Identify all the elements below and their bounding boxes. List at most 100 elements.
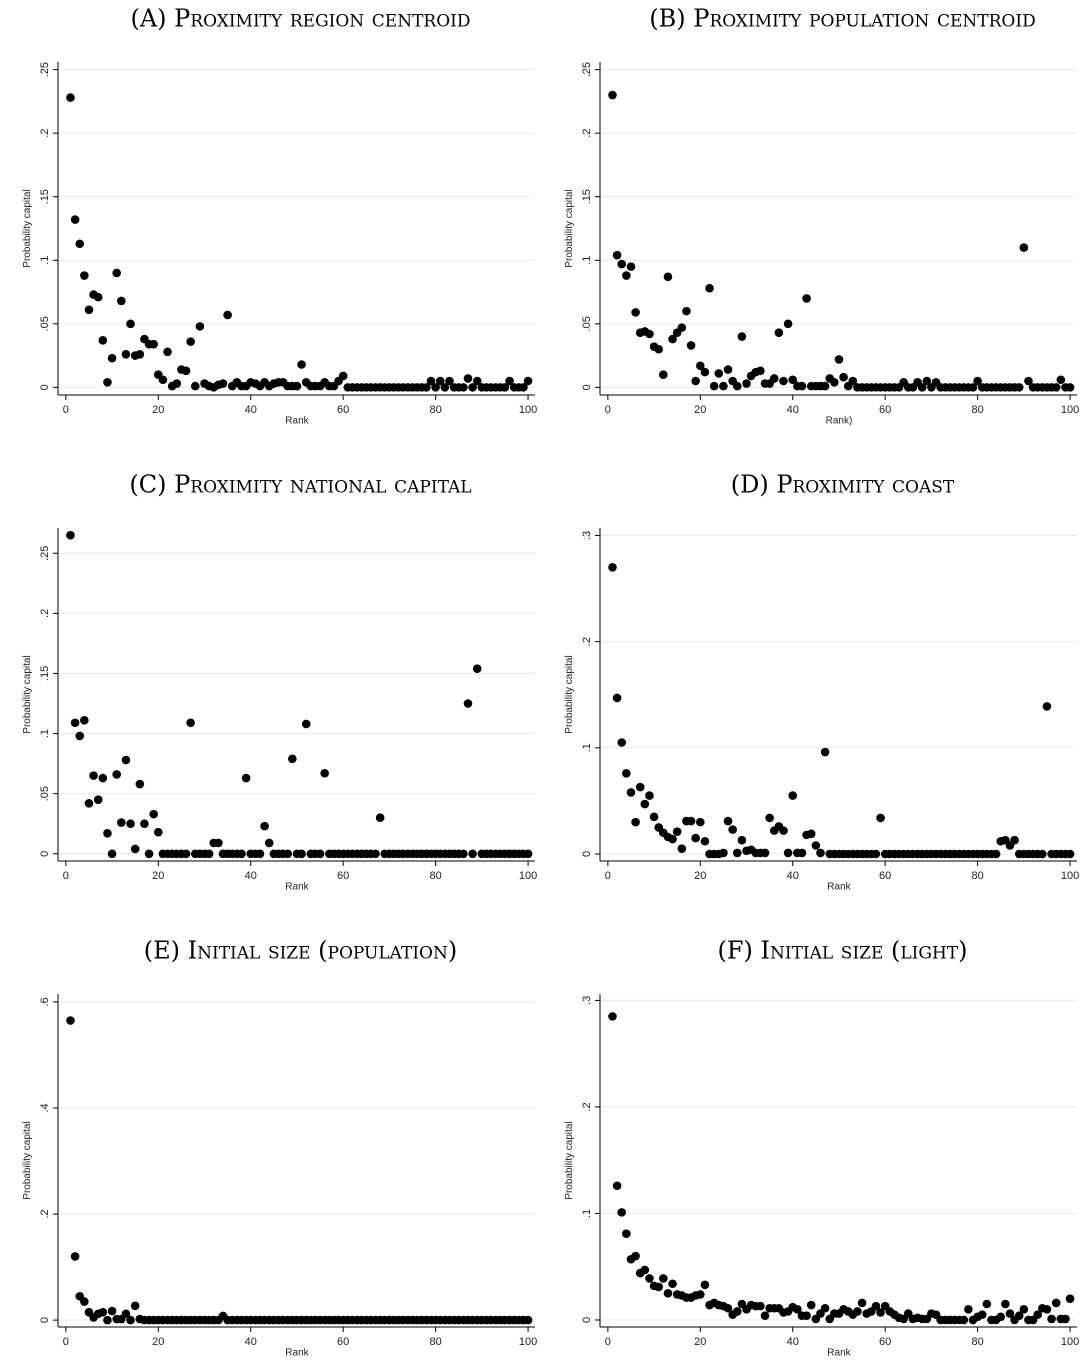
x-tick-label: 100	[1061, 1336, 1079, 1348]
point	[371, 849, 380, 859]
point	[519, 383, 528, 392]
point	[820, 381, 830, 391]
point	[876, 813, 885, 823]
x-tick-label: 100	[519, 404, 537, 416]
point	[728, 825, 737, 834]
point	[677, 323, 687, 332]
y-axis-label: Probability capital	[564, 655, 575, 733]
point	[1065, 383, 1075, 392]
point	[788, 375, 798, 385]
y-tick-label: .25	[581, 62, 593, 77]
point	[640, 1265, 650, 1275]
point	[107, 1306, 117, 1316]
point	[723, 816, 733, 826]
y-tick-label: .1	[581, 256, 593, 265]
x-tick-label: 100	[519, 870, 537, 882]
point	[107, 849, 117, 859]
point	[876, 1308, 885, 1317]
point	[181, 849, 191, 859]
point	[98, 336, 108, 345]
point	[732, 381, 742, 391]
y-axis-label: Probability capital	[564, 1121, 575, 1199]
panel-title: (D) Proximity coast	[731, 471, 955, 499]
point	[426, 376, 436, 386]
x-axis-label: Rank	[285, 416, 309, 427]
x-tick-label: 60	[337, 1336, 349, 1348]
point	[158, 375, 168, 385]
point	[103, 829, 112, 838]
point	[140, 819, 149, 829]
point	[732, 1307, 742, 1316]
x-tick-label: 20	[694, 870, 706, 882]
point	[237, 849, 246, 859]
point	[472, 664, 482, 673]
point	[1005, 1309, 1015, 1318]
x-axis-label: Rank	[827, 1348, 851, 1359]
point	[640, 799, 650, 809]
panel-title: (F) Initial size (light)	[717, 937, 967, 965]
point	[811, 841, 821, 850]
y-tick-label: .15	[581, 189, 593, 204]
point	[288, 754, 297, 764]
point	[1061, 1314, 1070, 1324]
point	[422, 383, 431, 392]
point	[445, 376, 454, 386]
point	[264, 838, 274, 848]
point	[968, 383, 978, 392]
point	[117, 818, 126, 827]
point	[505, 376, 514, 386]
point	[463, 374, 473, 383]
y-tick-label: .2	[581, 1102, 593, 1111]
point	[659, 1274, 668, 1283]
x-tick-label: 40	[787, 404, 799, 416]
point	[103, 377, 112, 387]
point	[973, 376, 982, 386]
point	[783, 319, 793, 329]
point	[75, 239, 85, 249]
point	[117, 296, 126, 306]
point	[645, 329, 654, 339]
point	[84, 305, 94, 315]
point	[463, 699, 473, 708]
y-tick-label: .2	[39, 609, 51, 618]
point	[80, 271, 89, 280]
point	[66, 530, 75, 540]
point	[144, 849, 154, 859]
point	[338, 371, 348, 381]
point	[871, 1301, 881, 1311]
point	[612, 1181, 622, 1191]
point	[1051, 383, 1061, 392]
point	[93, 292, 103, 302]
point	[691, 376, 700, 386]
point	[223, 310, 232, 320]
point	[769, 374, 779, 383]
x-tick-label: 40	[245, 1336, 257, 1348]
y-tick-label: .4	[39, 1103, 51, 1112]
point	[779, 826, 788, 835]
point	[112, 770, 122, 779]
y-tick-label: .15	[39, 189, 51, 204]
point	[668, 1279, 677, 1289]
y-tick-label: .2	[581, 637, 593, 646]
point	[66, 1016, 75, 1025]
point	[663, 1289, 673, 1298]
y-tick-label: .3	[581, 531, 593, 540]
x-tick-label: 0	[605, 1336, 611, 1348]
point	[839, 372, 848, 382]
y-tick-label: 0	[39, 384, 51, 390]
point	[98, 773, 108, 783]
point	[677, 844, 687, 853]
point	[297, 849, 306, 859]
x-tick-label: 0	[63, 870, 69, 882]
point	[631, 817, 640, 827]
point	[126, 319, 135, 329]
x-tick-label: 60	[879, 404, 891, 416]
point	[218, 379, 228, 388]
point	[830, 377, 839, 387]
point	[1065, 849, 1075, 859]
point	[70, 215, 80, 224]
point	[121, 755, 131, 765]
point	[149, 339, 158, 349]
point	[797, 848, 807, 858]
